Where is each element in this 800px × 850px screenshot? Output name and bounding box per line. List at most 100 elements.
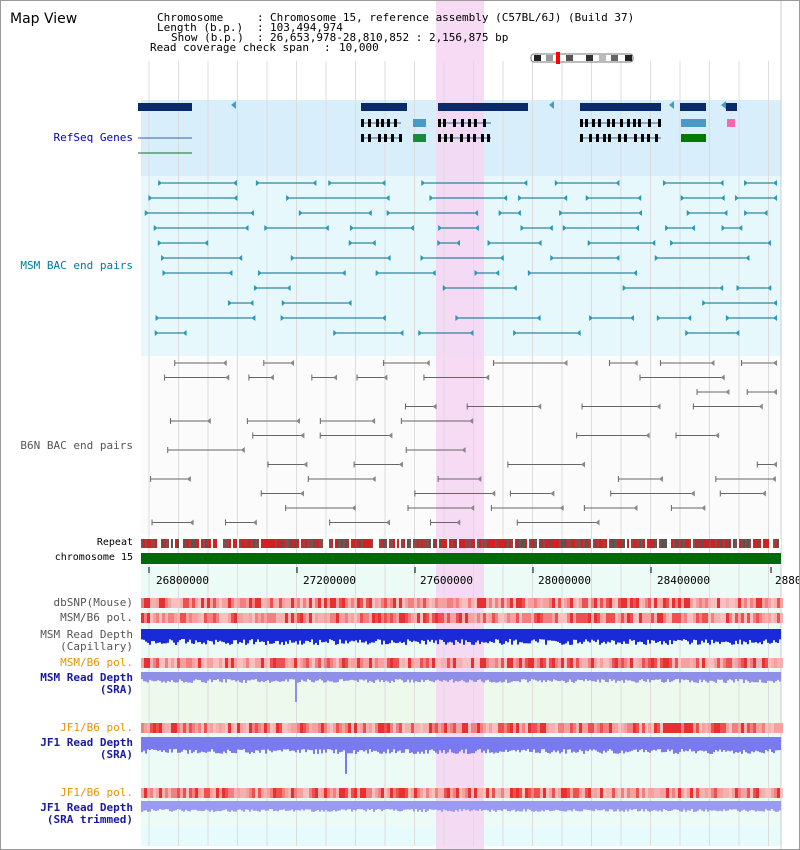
- depth-bar: [711, 672, 713, 681]
- heat-cell: [507, 723, 510, 733]
- heat-cell: [216, 613, 219, 623]
- heat-cell: [708, 613, 711, 623]
- depth-bar: [775, 801, 777, 812]
- heat-cell: [531, 658, 534, 668]
- depth-bar: [571, 672, 573, 682]
- heat-cell: [756, 613, 759, 623]
- depth-bar: [473, 801, 475, 810]
- heat-cell: [297, 723, 300, 733]
- heat-cell: [375, 613, 378, 623]
- depth-bar: [681, 801, 683, 812]
- heat-cell: [300, 613, 303, 623]
- depth-bar: [699, 629, 701, 645]
- depth-bar: [459, 737, 461, 752]
- heat-cell: [264, 723, 267, 733]
- depth-bar: [609, 801, 611, 810]
- heat-cell: [744, 613, 747, 623]
- depth-bar: [481, 672, 483, 682]
- heat-cell: [771, 613, 774, 623]
- depth-bar: [563, 801, 565, 812]
- heat-cell: [444, 598, 447, 608]
- heat-cell: [222, 613, 225, 623]
- heat-cell: [330, 723, 333, 733]
- heat-cell: [603, 788, 606, 798]
- heat-cell: [231, 658, 234, 668]
- b6n-bac-end: [470, 505, 475, 511]
- refseq-exon: [487, 134, 490, 142]
- depth-bar: [535, 672, 537, 681]
- heat-cell: [351, 598, 354, 608]
- heat-cell: [336, 658, 339, 668]
- heat-cell: [141, 723, 144, 733]
- depth-bar: [729, 801, 731, 810]
- heat-cell: [570, 613, 573, 623]
- heat-cell: [474, 723, 477, 733]
- depth-bar: [567, 672, 569, 683]
- depth-bar: [289, 629, 291, 641]
- msm-bac-end: [563, 195, 568, 201]
- depth-bar: [367, 737, 369, 754]
- heat-cell: [246, 613, 249, 623]
- depth-bar: [771, 737, 773, 753]
- depth-bar: [767, 737, 769, 752]
- heat-cell: [531, 788, 534, 798]
- heat-cell: [465, 658, 468, 668]
- depth-bar: [585, 737, 587, 751]
- heat-cell: [645, 658, 648, 668]
- repeat-mark: [339, 539, 341, 548]
- depth-bar: [727, 672, 729, 681]
- depth-bar: [475, 737, 477, 752]
- track-label-msm-bac[interactable]: MSM BAC end pairs: [20, 259, 133, 272]
- heat-cell: [474, 788, 477, 798]
- depth-bar: [657, 629, 659, 643]
- heat-cell: [282, 598, 285, 608]
- heat-cell: [738, 613, 741, 623]
- heat-cell: [198, 613, 201, 623]
- track-label-refseq[interactable]: RefSeq Genes: [53, 131, 133, 144]
- depth-bar: [257, 737, 259, 751]
- b6n-bac-end: [269, 374, 274, 381]
- depth-bar: [191, 801, 193, 810]
- repeat-mark: [587, 539, 589, 548]
- depth-bar: [557, 629, 559, 642]
- repeat-mark: [691, 539, 693, 548]
- repeat-mark: [507, 539, 509, 548]
- heat-cell: [492, 658, 495, 668]
- heat-cell: [543, 723, 546, 733]
- depth-bar: [537, 672, 539, 682]
- heat-cell: [339, 788, 342, 798]
- heat-cell: [555, 723, 558, 733]
- heat-cell: [351, 613, 354, 623]
- b6n-bac-end: [461, 447, 466, 453]
- heat-cell: [564, 788, 567, 798]
- heat-cell: [153, 613, 156, 623]
- depth-bar: [697, 737, 699, 752]
- depth-bar: [457, 672, 459, 682]
- msm-bac-end: [767, 285, 772, 291]
- repeat-mark: [321, 539, 323, 548]
- repeat-mark: [689, 539, 691, 548]
- heat-cell: [207, 658, 210, 668]
- depth-bar: [201, 672, 203, 683]
- msm-bac-end: [367, 210, 372, 216]
- heat-cell: [195, 658, 198, 668]
- msm-bac-end: [562, 225, 567, 231]
- depth-bar: [377, 629, 379, 640]
- depth-bar: [403, 737, 405, 753]
- heat-cell: [309, 723, 312, 733]
- track-label-b6n-bac[interactable]: B6N BAC end pairs: [20, 439, 133, 452]
- repeat-mark: [235, 539, 237, 548]
- depth-bar: [161, 629, 163, 644]
- depth-bar: [339, 629, 341, 640]
- depth-bar: [223, 737, 225, 752]
- heat-cell: [555, 613, 558, 623]
- depth-bar: [151, 629, 153, 642]
- depth-bar: [229, 672, 231, 680]
- depth-bar: [385, 737, 387, 754]
- heat-cell: [600, 598, 603, 608]
- repeat-mark: [401, 539, 403, 548]
- heat-cell: [627, 723, 630, 733]
- depth-bar: [501, 801, 503, 812]
- heat-cell: [414, 598, 417, 608]
